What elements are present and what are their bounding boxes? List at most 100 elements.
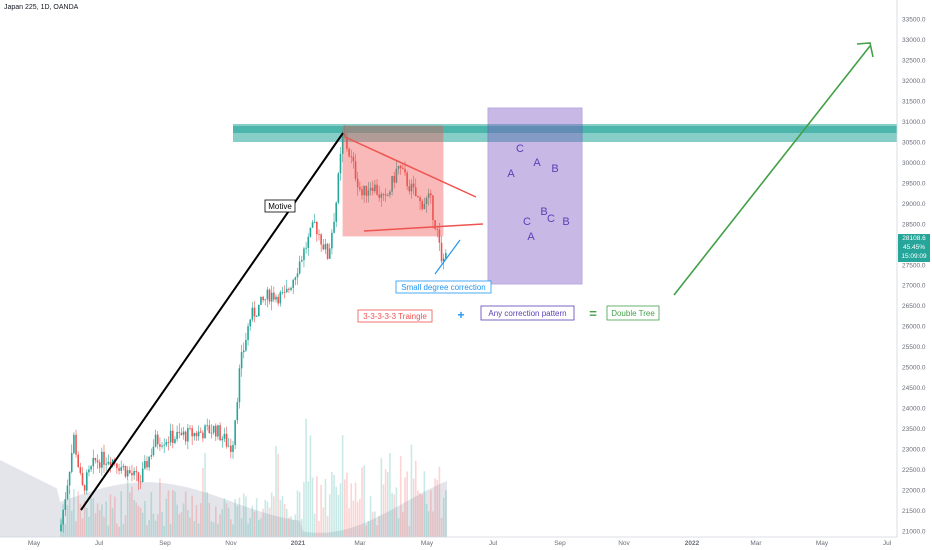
candle-body [96,460,99,463]
volume-bar [389,453,391,537]
volume-bar [445,490,447,537]
candle-body [371,187,374,192]
volume-bar [331,471,333,537]
y-tick-label: 22000.0 [902,488,926,495]
volume-bar [374,511,376,537]
candle-body [367,190,370,196]
volume-bar [137,505,140,537]
y-tick-label: 28500.0 [902,221,926,228]
volume-bar [242,493,245,537]
volume-bar [253,511,256,537]
y-tick-label: 23500.0 [902,426,926,433]
volume-bar [371,511,374,537]
candle-body [266,289,269,300]
volume-bar [73,489,75,537]
volume-bar [333,474,335,537]
candle-body [68,471,71,486]
wave-label-a1: A [507,168,515,180]
volume-bar [279,499,282,537]
volume-bar [328,494,331,537]
candle-body [318,234,320,235]
volume-bar [141,512,144,537]
triangle-label-box [357,309,433,323]
volume-bar [335,486,337,537]
volume-bar [230,519,232,537]
candle-body [258,304,260,317]
candle-body [419,197,421,202]
volume-bar [313,513,316,537]
volume-bar [236,505,239,537]
volume-bar [174,491,176,537]
volume-bar [81,518,84,537]
candle-body [296,273,299,278]
volume-bar [404,477,406,537]
volume-bar [199,503,202,537]
y-tick-label: 25000.0 [902,365,926,372]
y-tick-label: 33000.0 [902,37,926,44]
candle-body [144,460,146,469]
volume-bar [202,467,204,537]
volume-bar [430,490,432,537]
candle-body [303,248,305,261]
candle-body [210,432,213,434]
y-tick-label: 25500.0 [902,344,926,351]
volume-bar [204,452,206,537]
volume-bar [148,519,150,537]
candle-body [363,185,365,196]
current-price: 28108.6 [902,235,926,242]
y-tick-label: 23000.0 [902,447,926,454]
y-tick-label: 32000.0 [902,78,926,85]
volume-bar [255,498,258,537]
candle-body [103,451,105,465]
volume-bar [354,482,357,537]
candle-body [270,292,273,302]
projection-arrow-line [673,45,871,296]
volume-bar [113,496,116,537]
candle-body [335,202,337,222]
volume-layer [0,418,447,537]
candle-body [294,277,297,280]
candle-body [98,462,101,468]
candle-body [251,307,254,320]
candle-body [374,184,376,192]
candle-body [399,165,402,169]
x-tick-label: 2021 [291,540,306,547]
candle-body [382,194,385,195]
candle-body [369,187,372,191]
candle-body [324,243,327,250]
candle-body [217,425,219,437]
candle-body [292,279,294,288]
y-tick-label: 32500.0 [902,57,926,64]
x-tick-label: Nov [225,540,237,547]
volume-bar [298,491,301,537]
candle-body [247,326,249,340]
volume-bar [146,525,148,537]
volume-bar [266,501,269,537]
volume-bar [359,498,361,537]
candle-body [320,234,322,245]
volume-bar [399,456,402,537]
candle-body [391,175,393,192]
volume-bar [64,524,67,537]
volume-bar [408,525,411,537]
candle-body [408,186,411,192]
volume-bar [212,522,215,537]
volume-bar [344,479,346,537]
volume-bar [156,514,159,537]
candle-body [436,228,439,230]
volume-bar [309,435,312,537]
candle-body [197,431,200,437]
candle-body [60,524,62,531]
volume-bar [320,484,322,537]
wave-label-a3: A [527,231,535,243]
candle-body [219,425,221,441]
volume-bar [275,445,277,537]
candle-body [440,242,443,262]
volume-bar [182,503,185,537]
candle-body [277,296,279,304]
volume-bar [339,483,342,537]
wave-label-b2: B [540,206,547,218]
candle-body [434,220,436,229]
candle-body [238,368,241,403]
volume-bar [98,510,101,537]
